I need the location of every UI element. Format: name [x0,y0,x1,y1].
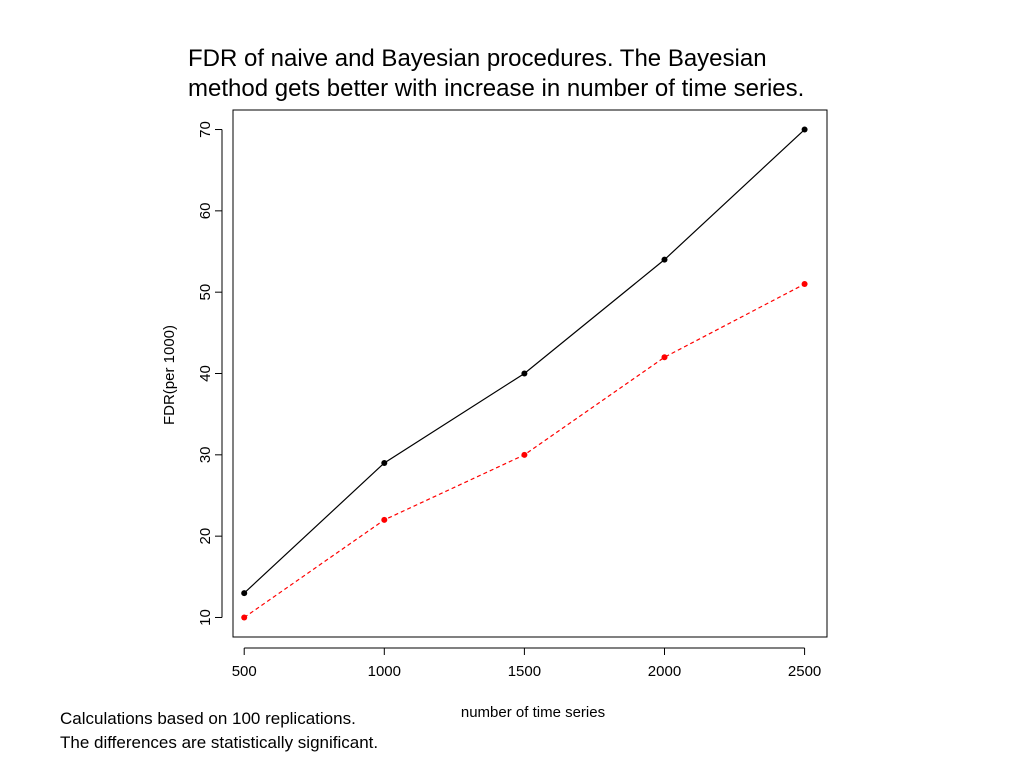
series-2-point [801,281,808,288]
series-1-point [381,459,388,466]
series-1-point [661,256,668,263]
series-2-point [521,451,528,458]
footnote-line-1: Calculations based on 100 replications. [60,709,356,728]
series-2 [241,281,808,621]
x-tick-label: 1000 [368,663,401,680]
y-tick-label: 70 [197,121,214,138]
slide-title-line-2: method gets better with increase in numb… [188,75,805,102]
y-axis-label: FDR(per 1000) [161,325,178,425]
series-1 [241,126,808,597]
x-axis-label: number of time series [461,704,605,721]
y-tick-label: 10 [197,609,214,626]
plot-frame [232,109,828,638]
x-tick-label: 2500 [788,663,821,680]
series-1-point [801,126,808,133]
series-2-point [381,516,388,523]
y-axis: 10 20 30 40 50 60 70 [197,121,223,626]
slide-title-line-1: FDR of naive and Bayesian procedures. Th… [188,45,767,72]
y-tick-label: 60 [197,203,214,220]
footnote: Calculations based on 100 replications. … [60,707,378,755]
series-1-point [241,590,248,597]
series-2-point [661,354,668,361]
x-tick-label: 1500 [508,663,541,680]
y-tick-label: 30 [197,446,214,463]
footnote-line-2: The differences are statistically signif… [60,733,379,752]
x-tick-label: 2000 [648,663,681,680]
y-tick-label: 20 [197,528,214,545]
series-2-point [241,614,248,621]
y-tick-label: 50 [197,284,214,301]
x-axis: 500 1000 1500 2000 2500 [232,647,821,680]
series-1-line [243,129,805,594]
y-tick-label: 40 [197,365,214,382]
slide-title: FDR of naive and Bayesian procedures. Th… [188,44,888,104]
series-layer [241,126,808,621]
x-tick-label: 500 [232,663,257,680]
series-1-point [521,370,528,377]
series-2-line [243,283,805,618]
